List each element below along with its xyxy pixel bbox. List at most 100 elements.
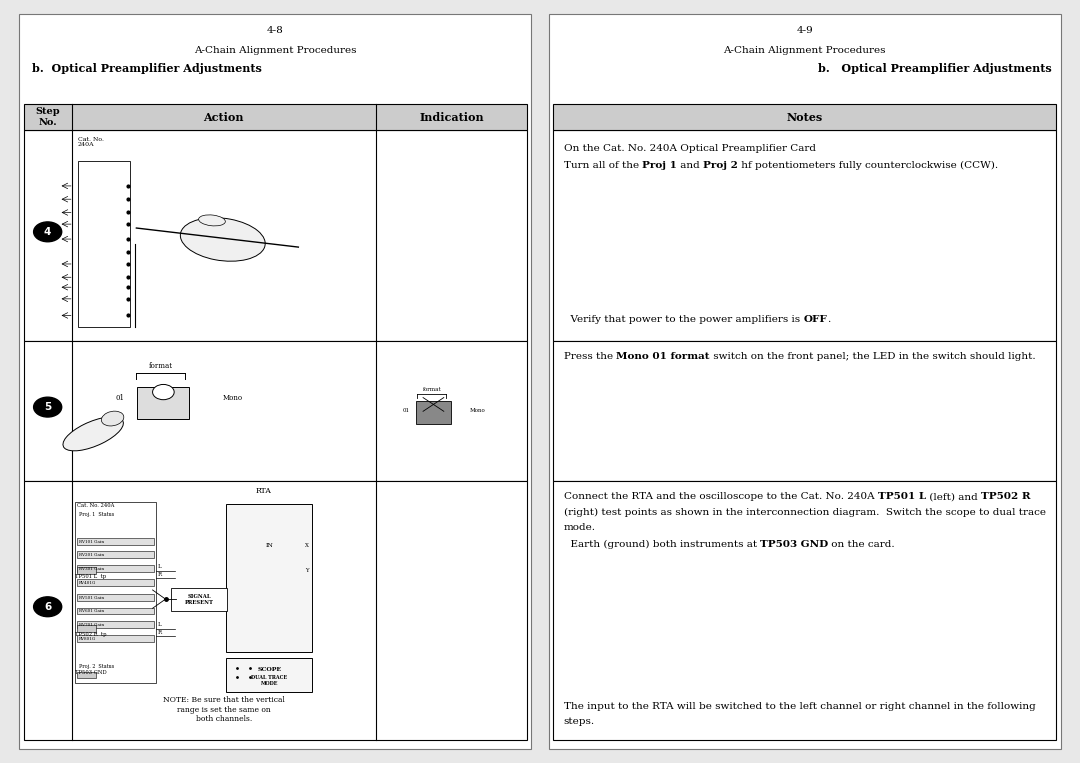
Text: Mono 01 format: Mono 01 format xyxy=(616,353,710,361)
Text: Action: Action xyxy=(203,111,244,123)
Text: hf potentiometers fully counterclockwise (CCW).: hf potentiometers fully counterclockwise… xyxy=(738,161,998,170)
Text: mode.: mode. xyxy=(564,523,596,532)
Bar xyxy=(77,672,96,678)
Bar xyxy=(77,579,153,586)
Bar xyxy=(137,388,189,420)
Text: RV101 Gain: RV101 Gain xyxy=(79,539,105,543)
Text: 4-9: 4-9 xyxy=(796,26,813,35)
Ellipse shape xyxy=(180,217,266,261)
Text: Turn all of the: Turn all of the xyxy=(564,161,643,170)
Text: RV401G: RV401G xyxy=(79,581,96,584)
Text: R: R xyxy=(158,571,162,577)
Text: DUAL TRACE
MODE: DUAL TRACE MODE xyxy=(252,675,287,686)
Circle shape xyxy=(152,385,174,400)
Bar xyxy=(226,658,312,692)
Circle shape xyxy=(33,398,62,417)
Text: format: format xyxy=(422,387,442,392)
Text: NOTE: Be sure that the vertical
range is set the same on
both channels.: NOTE: Be sure that the vertical range is… xyxy=(163,697,285,723)
Text: Indication: Indication xyxy=(419,111,484,123)
Text: TP502 R  tp: TP502 R tp xyxy=(75,633,106,637)
Bar xyxy=(77,568,96,574)
Bar xyxy=(24,481,527,740)
Bar xyxy=(171,588,227,610)
Text: L: L xyxy=(158,564,162,569)
Text: RV201 Gain: RV201 Gain xyxy=(79,553,105,557)
Text: b.  Optical Preamplifier Adjustments: b. Optical Preamplifier Adjustments xyxy=(32,63,262,74)
Text: SCOPE: SCOPE xyxy=(257,668,281,672)
Bar xyxy=(553,104,1056,130)
Text: RV801G: RV801G xyxy=(79,637,96,641)
Text: on the card.: on the card. xyxy=(828,539,895,549)
Text: Mono: Mono xyxy=(222,394,243,402)
Text: Proj 2: Proj 2 xyxy=(703,161,738,170)
Bar xyxy=(24,130,527,341)
Bar xyxy=(75,501,156,683)
Text: (right) test points as shown in the interconnection diagram.  Switch the scope t: (right) test points as shown in the inte… xyxy=(564,507,1045,517)
Text: A-Chain Alignment Procedures: A-Chain Alignment Procedures xyxy=(194,46,356,55)
Text: IN: IN xyxy=(266,543,273,548)
Text: and: and xyxy=(677,161,703,170)
Text: SIGNAL
PRESENT: SIGNAL PRESENT xyxy=(185,594,214,604)
Text: RTA: RTA xyxy=(256,487,272,495)
Text: Y: Y xyxy=(306,568,309,573)
Ellipse shape xyxy=(199,215,226,226)
Ellipse shape xyxy=(63,417,123,451)
Bar xyxy=(553,341,1056,481)
Bar xyxy=(24,104,527,130)
Text: L: L xyxy=(158,622,162,627)
Text: OFF: OFF xyxy=(804,315,827,324)
Circle shape xyxy=(33,222,62,242)
Bar xyxy=(78,161,130,327)
Text: .: . xyxy=(827,315,831,324)
Text: The input to the RTA will be switched to the left channel or right channel in th: The input to the RTA will be switched to… xyxy=(564,702,1036,711)
Text: 4-8: 4-8 xyxy=(267,26,284,35)
Text: Earth (ground) both instruments at: Earth (ground) both instruments at xyxy=(564,539,760,549)
Text: format: format xyxy=(149,362,173,370)
Text: Proj. 2  Status: Proj. 2 Status xyxy=(79,664,114,669)
Text: 01: 01 xyxy=(403,408,410,414)
Bar xyxy=(19,14,531,749)
Text: 6: 6 xyxy=(44,602,51,612)
Bar xyxy=(226,504,312,652)
Text: Cat. No.
240A: Cat. No. 240A xyxy=(78,137,104,147)
Bar xyxy=(77,565,153,572)
Bar xyxy=(553,481,1056,740)
Text: Connect the RTA and the oscilloscope to the Cat. No. 240A: Connect the RTA and the oscilloscope to … xyxy=(564,492,878,501)
Text: Proj. 1  Status: Proj. 1 Status xyxy=(79,512,114,517)
Text: 01: 01 xyxy=(116,394,124,402)
Text: RV501 Gain: RV501 Gain xyxy=(79,596,105,600)
Text: Verify that power to the power amplifiers is: Verify that power to the power amplifier… xyxy=(564,315,804,324)
Text: TP503 GND: TP503 GND xyxy=(760,539,828,549)
Text: R: R xyxy=(158,629,162,635)
Text: steps.: steps. xyxy=(564,717,595,726)
Bar xyxy=(77,594,153,600)
Bar xyxy=(24,341,527,481)
Text: Press the: Press the xyxy=(564,353,616,361)
Text: 5: 5 xyxy=(44,402,51,412)
Text: TP501 L: TP501 L xyxy=(878,492,926,501)
Text: TP501 L  tp: TP501 L tp xyxy=(75,575,106,579)
Bar xyxy=(77,607,153,614)
Text: switch on the front panel; the LED in the switch should light.: switch on the front panel; the LED in th… xyxy=(710,353,1036,361)
Text: Notes: Notes xyxy=(786,111,823,123)
Text: RV601 Gain: RV601 Gain xyxy=(79,610,105,613)
Text: Proj 1: Proj 1 xyxy=(643,161,677,170)
Circle shape xyxy=(33,597,62,617)
Text: Mono: Mono xyxy=(470,408,486,414)
Text: TP503 GND: TP503 GND xyxy=(75,670,107,675)
Text: A-Chain Alignment Procedures: A-Chain Alignment Procedures xyxy=(724,46,886,55)
Bar xyxy=(77,538,153,545)
Text: 4: 4 xyxy=(44,227,52,237)
Text: TP502 R: TP502 R xyxy=(981,492,1030,501)
Text: Step
No.: Step No. xyxy=(36,108,60,127)
Bar xyxy=(77,552,153,559)
Text: RV301 Gain: RV301 Gain xyxy=(79,567,105,571)
Text: On the Cat. No. 240A Optical Preamplifier Card: On the Cat. No. 240A Optical Preamplifie… xyxy=(564,144,815,153)
Text: (left) and: (left) and xyxy=(926,492,981,501)
Bar xyxy=(77,621,153,628)
Ellipse shape xyxy=(102,411,124,426)
Text: X: X xyxy=(306,543,309,548)
Bar xyxy=(77,626,96,632)
Bar xyxy=(549,14,1061,749)
Text: RV701 Gain: RV701 Gain xyxy=(79,623,105,627)
